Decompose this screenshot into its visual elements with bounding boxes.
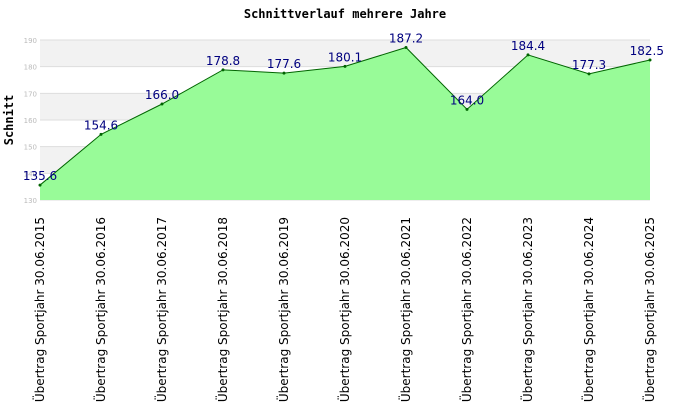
x-tick-label: Übertrag Sportjahr 30.06.2023 [519,217,535,402]
data-point [404,45,408,49]
x-tick-label: Übertrag Sportjahr 30.06.2018 [214,217,230,402]
y-tick-label: 130 [24,197,37,205]
data-label: 177.3 [572,58,606,72]
x-tick-label: Übertrag Sportjahr 30.06.2017 [153,217,169,402]
x-tick-label: Übertrag Sportjahr 30.06.2019 [275,217,291,402]
data-point [221,68,225,72]
x-tick-label: Übertrag Sportjahr 30.06.2022 [458,217,474,402]
data-point [343,64,347,68]
y-tick-label: 160 [24,117,37,125]
data-label: 180.1 [328,50,362,64]
x-axis-ticks: Übertrag Sportjahr 30.06.2015 Übertrag Sp… [31,217,657,402]
data-label: 178.8 [206,54,240,68]
y-tick-label: 170 [24,90,37,98]
data-label: 154.6 [84,118,118,132]
x-tick-label: Übertrag Sportjahr 30.06.2025 [641,217,657,402]
data-label: 135.6 [23,169,57,183]
data-point [38,183,42,187]
data-label: 182.5 [630,44,664,58]
data-point [465,107,469,111]
data-label: 177.6 [267,57,301,71]
data-label: 184.4 [511,39,545,53]
data-point [526,53,530,57]
data-point [587,72,591,76]
data-point [648,58,652,62]
y-axis-label: Schnitt [2,95,16,146]
data-point [99,132,103,136]
y-axis-ticks: 130 140 150 160 170 180 190 [24,37,37,205]
x-tick-label: Übertrag Sportjahr 30.06.2016 [92,217,108,402]
data-label: 166.0 [145,88,179,102]
data-label: 164.0 [450,93,484,107]
data-point [160,102,164,106]
data-labels: 135.6 154.6 166.0 178.8 177.6 180.1 187.2 164.0… [23,31,664,187]
y-tick-label: 140 [24,170,37,178]
x-tick-label: Übertrag Sportjahr 30.06.2024 [580,217,596,402]
x-tick-label: Übertrag Sportjahr 30.06.2015 [31,217,47,402]
area-fill [40,47,650,200]
y-tick-label: 190 [24,37,37,45]
y-tick-label: 150 [24,144,37,152]
data-label: 187.2 [389,31,423,45]
data-point [282,71,286,75]
x-tick-label: Übertrag Sportjahr 30.06.2020 [336,217,352,402]
y-tick-label: 180 [24,64,37,72]
chart-title: Schnittverlauf mehrere Jahre [244,7,446,21]
x-tick-label: Übertrag Sportjahr 30.06.2021 [397,217,413,402]
